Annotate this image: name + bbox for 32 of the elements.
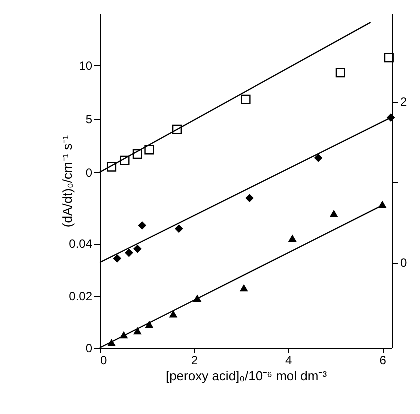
point xyxy=(125,248,134,258)
x-tick-label: 0 xyxy=(100,354,108,368)
y2-tick-label: 2 xyxy=(400,95,408,110)
y-tick-label: 5 xyxy=(86,112,93,126)
y3-tick-label: 0.02 xyxy=(69,289,93,304)
x-tick-label: 4 xyxy=(286,354,293,368)
point xyxy=(384,53,394,63)
point xyxy=(246,194,254,202)
point xyxy=(138,221,147,230)
x-axis-title: [peroxy acid]₀/10⁻⁶ mol dm⁻³ xyxy=(166,368,328,384)
point xyxy=(144,145,154,155)
point xyxy=(336,68,346,78)
point xyxy=(132,149,142,160)
point xyxy=(113,254,122,263)
y-axis-title: (dA/dt)₀/cm⁻¹ s⁻¹ xyxy=(60,134,76,228)
point xyxy=(240,284,248,292)
y3-tick-label: 0.04 xyxy=(69,237,93,252)
point xyxy=(106,162,117,172)
point xyxy=(174,224,184,234)
point xyxy=(241,94,251,104)
y-tick-label: 10 xyxy=(79,58,93,73)
point xyxy=(172,124,182,134)
point xyxy=(330,210,338,218)
y-tick-label: 0 xyxy=(86,166,93,180)
point xyxy=(120,156,130,166)
point xyxy=(169,310,178,318)
point xyxy=(314,154,323,162)
point xyxy=(133,244,142,254)
x-tick-label: 6 xyxy=(380,354,387,368)
y2-tick-label: 0 xyxy=(400,256,408,270)
x-tick-label: 2 xyxy=(191,354,198,368)
point xyxy=(288,234,297,242)
